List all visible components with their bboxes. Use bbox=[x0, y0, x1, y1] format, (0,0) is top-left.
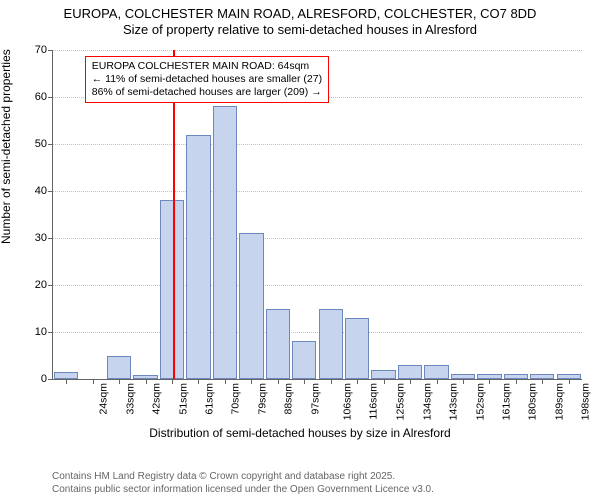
plot-area: 01020304050607024sqm33sqm42sqm51sqm61sqm… bbox=[52, 50, 582, 380]
xtick-mark bbox=[93, 379, 94, 384]
xtick-label: 161sqm bbox=[500, 383, 512, 420]
ytick-label: 70 bbox=[35, 44, 53, 56]
xtick-label: 42sqm bbox=[151, 383, 163, 415]
xtick-label: 97sqm bbox=[309, 383, 321, 415]
ytick-label: 0 bbox=[41, 373, 53, 385]
gridline bbox=[53, 238, 582, 239]
ytick-label: 10 bbox=[35, 326, 53, 338]
xtick-label: 125sqm bbox=[395, 383, 407, 420]
xtick-label: 24sqm bbox=[98, 383, 110, 415]
ytick-label: 30 bbox=[35, 232, 53, 244]
gridline bbox=[53, 144, 582, 145]
gridline bbox=[53, 332, 582, 333]
ytick-label: 60 bbox=[35, 91, 53, 103]
xtick-label: 79sqm bbox=[256, 383, 268, 415]
xtick-mark bbox=[278, 379, 279, 384]
annotation-box: EUROPA COLCHESTER MAIN ROAD: 64sqm ← 11%… bbox=[85, 56, 329, 103]
y-axis-label: Number of semi-detached properties bbox=[0, 49, 13, 244]
histogram-bar bbox=[424, 365, 448, 379]
gridline bbox=[53, 285, 582, 286]
annotation-line3: 86% of semi-detached houses are larger (… bbox=[92, 86, 322, 99]
xtick-mark bbox=[384, 379, 385, 384]
xtick-mark bbox=[542, 379, 543, 384]
histogram-bar bbox=[292, 341, 316, 379]
x-axis-label: Distribution of semi-detached houses by … bbox=[0, 426, 600, 440]
annotation-line2: ← 11% of semi-detached houses are smalle… bbox=[92, 73, 322, 86]
gridline bbox=[53, 50, 582, 51]
footer-attribution: Contains HM Land Registry data © Crown c… bbox=[52, 471, 434, 496]
xtick-mark bbox=[304, 379, 305, 384]
xtick-label: 70sqm bbox=[230, 383, 242, 415]
gridline bbox=[53, 191, 582, 192]
footer-line1: Contains HM Land Registry data © Crown c… bbox=[52, 471, 434, 484]
xtick-label: 88sqm bbox=[283, 383, 295, 415]
histogram-bar bbox=[371, 370, 395, 379]
chart-area: Number of semi-detached properties 01020… bbox=[0, 44, 600, 444]
chart-title-line1: EUROPA, COLCHESTER MAIN ROAD, ALRESFORD,… bbox=[0, 6, 600, 22]
xtick-mark bbox=[172, 379, 173, 384]
xtick-mark bbox=[66, 379, 67, 384]
histogram-bar bbox=[398, 365, 422, 379]
xtick-mark bbox=[119, 379, 120, 384]
xtick-mark bbox=[489, 379, 490, 384]
chart-title-line2: Size of property relative to semi-detach… bbox=[0, 22, 600, 38]
ytick-label: 40 bbox=[35, 185, 53, 197]
xtick-mark bbox=[331, 379, 332, 384]
xtick-label: 61sqm bbox=[204, 383, 216, 415]
histogram-bar bbox=[239, 233, 263, 379]
xtick-mark bbox=[463, 379, 464, 384]
xtick-mark bbox=[437, 379, 438, 384]
histogram-bar bbox=[319, 309, 343, 380]
xtick-mark bbox=[251, 379, 252, 384]
xtick-mark bbox=[225, 379, 226, 384]
histogram-bar bbox=[345, 318, 369, 379]
ytick-label: 20 bbox=[35, 279, 53, 291]
xtick-label: 198sqm bbox=[580, 383, 592, 420]
histogram-bar bbox=[266, 309, 290, 380]
xtick-label: 143sqm bbox=[447, 383, 459, 420]
xtick-mark bbox=[569, 379, 570, 384]
histogram-bar bbox=[107, 356, 131, 380]
xtick-mark bbox=[357, 379, 358, 384]
xtick-mark bbox=[146, 379, 147, 384]
xtick-label: 134sqm bbox=[421, 383, 433, 420]
chart-title-block: EUROPA, COLCHESTER MAIN ROAD, ALRESFORD,… bbox=[0, 0, 600, 39]
ytick-label: 50 bbox=[35, 138, 53, 150]
xtick-label: 51sqm bbox=[177, 383, 189, 415]
xtick-label: 33sqm bbox=[124, 383, 136, 415]
xtick-label: 189sqm bbox=[553, 383, 565, 420]
xtick-label: 116sqm bbox=[367, 383, 379, 420]
footer-line2: Contains public sector information licen… bbox=[52, 484, 434, 497]
xtick-label: 180sqm bbox=[527, 383, 539, 420]
xtick-label: 152sqm bbox=[474, 383, 486, 420]
xtick-mark bbox=[516, 379, 517, 384]
histogram-bar bbox=[54, 372, 78, 379]
histogram-bar bbox=[213, 106, 237, 379]
xtick-mark bbox=[198, 379, 199, 384]
xtick-label: 106sqm bbox=[342, 383, 354, 420]
annotation-line1: EUROPA COLCHESTER MAIN ROAD: 64sqm bbox=[92, 60, 322, 73]
xtick-mark bbox=[410, 379, 411, 384]
histogram-bar bbox=[186, 135, 210, 379]
